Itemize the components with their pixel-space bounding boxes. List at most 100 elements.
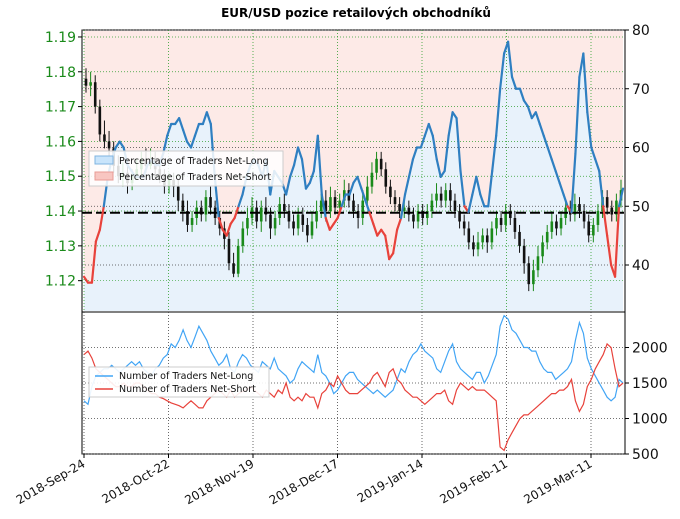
count-net-long-line: [83, 314, 624, 406]
candle-body: [578, 204, 581, 212]
price-tick-label: 1.13: [45, 239, 76, 255]
pct-segment: [178, 117, 185, 131]
candle-body: [509, 211, 512, 218]
candle-body: [232, 263, 235, 274]
candle-body: [259, 207, 263, 222]
date-tick-label: 2018-Dec-17: [267, 456, 341, 507]
pct-tick-label: 80: [632, 23, 650, 39]
candle-body: [596, 211, 600, 225]
chart-title: EUR/USD pozice retailových obchodníků: [221, 6, 491, 20]
pct-segment: [598, 169, 605, 208]
pct-segment: [613, 205, 621, 278]
pct-segment: [320, 193, 327, 220]
candle-body: [582, 211, 586, 222]
candle-body: [495, 218, 498, 229]
pct-tick-label: 70: [632, 82, 650, 98]
date-axis: 2018-Sep-24 2018-Oct-22 2018-Nov-19 2018-De…: [14, 454, 595, 507]
date-tick-label: 2019-Jan-14: [355, 456, 426, 505]
candle-body: [605, 197, 609, 208]
candle-body: [361, 200, 365, 218]
legend-label-count-short: Number of Traders Net-Short: [119, 384, 256, 395]
pct-segment: [562, 193, 569, 208]
lower-legend: Number of Traders Net-Long Number of Tra…: [88, 366, 270, 398]
upper-panel: 1.19 1.18 1.17 1.16 1.15 1.14 1.13 1.12 80 70 60 5…: [45, 23, 650, 313]
pct-segment: [189, 134, 197, 149]
count-tick-label: 500: [632, 447, 659, 463]
pct-segment: [526, 105, 533, 120]
candle-body: [573, 204, 577, 215]
legend-swatch-net-long: [94, 155, 114, 165]
candle-body: [467, 228, 471, 243]
pct-segment: [201, 111, 208, 126]
pct-segment: [292, 146, 300, 167]
pct-segment: [506, 40, 514, 79]
candle-body: [366, 186, 369, 201]
pct-segment: [550, 158, 557, 173]
pct-segment: [582, 52, 589, 114]
pct-segment: [491, 134, 498, 173]
price-tick-label: 1.14: [45, 204, 76, 220]
count-tick-label: 1500: [632, 376, 668, 392]
pct-segment: [205, 111, 212, 126]
price-tick-label: 1.15: [45, 169, 76, 185]
candle-body: [472, 242, 475, 250]
pct-segment: [554, 169, 561, 184]
pct-segment: [467, 193, 474, 214]
pct-segment: [617, 187, 625, 208]
count-tick-label: 2000: [632, 341, 668, 357]
candle-body: [301, 214, 305, 225]
upper-background: [84, 31, 623, 311]
candle-body: [398, 204, 401, 212]
pct-segment: [288, 164, 296, 178]
pct-segment: [403, 175, 411, 196]
candle-body: [84, 78, 88, 86]
pct-segment: [368, 211, 375, 225]
percentage-axis: 80 70 60 50 40: [625, 23, 650, 274]
pct-segment: [443, 134, 450, 173]
price-tick-label: 1.17: [45, 100, 76, 116]
pct-segment: [574, 75, 581, 155]
pct-segment: [479, 193, 486, 208]
pct-segment: [98, 205, 105, 231]
date-tick-label: 2018-Nov-19: [182, 456, 256, 507]
candle-body: [356, 211, 360, 218]
candle-body: [504, 211, 507, 225]
candle-body: [407, 207, 411, 215]
pct-segment: [380, 228, 387, 237]
candle-body: [107, 141, 111, 149]
pct-segment: [399, 193, 407, 220]
pct-segment: [542, 134, 549, 149]
candle-body: [559, 218, 563, 229]
pct-segment: [304, 181, 312, 190]
pct-segment: [233, 205, 240, 220]
candle-body: [402, 207, 406, 212]
candle-body: [522, 245, 526, 264]
candle-body: [296, 214, 300, 229]
pct-segment: [447, 111, 454, 137]
price-tick-label: 1.19: [45, 30, 76, 46]
candle-body: [246, 218, 249, 229]
candle-body: [186, 211, 189, 225]
pct-segment: [606, 234, 613, 267]
count-net-short-line: [83, 342, 624, 452]
date-tick-label: 2019-Feb-11: [437, 456, 510, 506]
pct-segment: [296, 146, 304, 161]
pct-segment: [407, 158, 415, 178]
candle-body: [181, 200, 185, 212]
pct-segment: [388, 252, 395, 261]
pct-segment: [340, 193, 347, 208]
candle-body: [287, 211, 291, 222]
pct-segment: [90, 240, 97, 284]
pct-segment: [316, 134, 323, 196]
candle-body: [550, 221, 554, 232]
pct-segment: [166, 122, 173, 137]
candle-body: [319, 200, 323, 212]
candle-body: [93, 82, 97, 107]
legend-label-count-long: Number of Traders Net-Long: [119, 371, 253, 382]
pct-segment: [534, 111, 541, 126]
count-lines: [83, 314, 624, 452]
candle-body: [425, 211, 429, 218]
pct-segment: [451, 111, 458, 120]
candle-body: [490, 228, 494, 243]
